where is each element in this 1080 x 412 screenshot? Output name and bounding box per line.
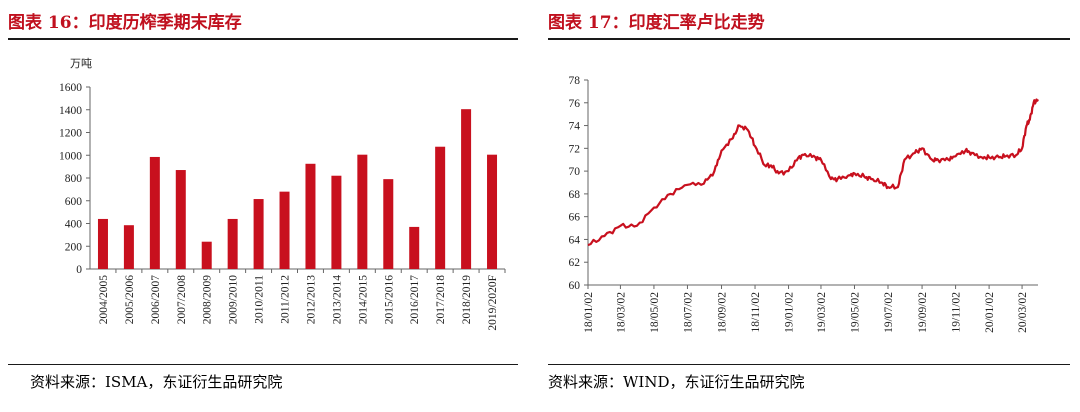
y-tick-label: 600 [65,196,83,208]
x-tick-label: 2016/2017 [409,275,421,324]
y-tick-label: 200 [65,241,83,253]
bar-2019/2020F [487,154,498,269]
x-tick-label: 2014/2015 [357,275,369,324]
bar-2014/2015 [357,154,368,269]
y-tick-label: 70 [569,166,581,178]
bar-2015/2016 [383,179,394,269]
bar-chart: 万吨 0 200 400 600 800 1000 1200 1400 1600 2004/2005… [59,57,506,331]
right-chart-title: 图表 17：印度汇率卢比走势 [548,13,765,33]
x-tick-label: 19/03/02 [816,292,828,333]
x-tick-label: 19/09/02 [917,292,929,333]
x-tick-label: 2008/2009 [202,275,214,324]
x-tick-label: 20/01/02 [984,292,996,333]
x-tick-label: 20/03/02 [1017,292,1029,333]
x-tick-label: 2015/2016 [383,275,395,324]
x-tick-label: 2006/2007 [150,275,162,324]
y-tick-label: 800 [65,173,83,185]
left-chart-title: 图表 16：印度历榨季期末库存 [8,13,242,33]
y-tick-label: 60 [569,280,581,292]
x-tick-label: 2018/2019 [461,275,473,324]
bar-2011/2012 [279,191,290,269]
bar-2006/2007 [149,156,160,269]
y-tick-label: 1400 [59,105,82,117]
x-tick-label: 2013/2014 [331,275,343,324]
right-source-rule [548,364,1070,365]
x-tick-label: 19/11/02 [951,292,963,333]
x-tick-label: 19/05/02 [849,292,861,333]
x-tick-label: 18/01/02 [583,292,595,333]
y-tick-label: 74 [569,121,581,133]
left-source-note: 资料来源：ISMA，东证衍生品研究院 [30,373,283,391]
left-source-rule [8,364,518,365]
bar-2008/2009 [201,241,212,269]
left-title-rule [8,38,518,40]
bar-2007/2008 [175,170,186,269]
bar-2009/2010 [227,218,238,269]
bar-2013/2014 [331,175,342,269]
bar-2012/2013 [305,163,316,269]
y-tick-label: 72 [569,143,581,155]
x-tick-label: 2017/2018 [435,275,447,324]
y-tick-label: 400 [65,219,83,231]
bar-2018/2019 [461,109,472,270]
x-tick-label: 2004/2005 [98,275,110,324]
x-tick-label: 2012/2013 [305,275,317,324]
x-tick-label: 18/05/02 [649,292,661,333]
right-title-rule [548,38,1070,40]
x-tick-label: 18/09/02 [717,292,729,333]
y-tick-label: 0 [76,264,82,276]
right-source-note: 资料来源：WIND，东证衍生品研究院 [548,373,805,391]
x-tick-label: 2019/2020F [487,275,499,331]
x-tick-label: 18/11/02 [750,292,762,333]
y-tick-label: 76 [569,98,581,110]
y-tick-label: 1200 [59,128,82,140]
y-tick-label: 64 [569,234,581,246]
y-tick-label: 68 [569,189,581,201]
bar-2004/2005 [97,218,108,269]
series-line-inr [587,98,1039,247]
y-tick-label: 78 [569,75,581,87]
y-axis-unit: 万吨 [70,57,92,70]
bar-2016/2017 [409,226,420,269]
bar-2005/2006 [123,225,134,269]
x-tick-label: 2011/2012 [280,275,292,324]
x-tick-label: 2010/2011 [254,275,266,324]
y-tick-label: 66 [569,212,581,224]
bar-2017/2018 [435,146,446,269]
line-chart: 60 62 64 66 68 70 72 74 76 78 18/01/02 18/03/02 18/0… [569,75,1039,333]
x-tick-label: 18/03/02 [615,292,627,333]
x-tick-label: 19/07/02 [883,292,895,333]
y-tick-label: 1000 [59,150,82,162]
x-tick-label: 18/07/02 [682,292,694,333]
y-tick-label: 1600 [59,82,82,94]
x-tick-label: 2007/2008 [176,275,188,324]
bar-2010/2011 [253,199,264,269]
x-tick-label: 2009/2010 [228,275,240,324]
y-tick-label: 62 [569,257,581,269]
x-tick-label: 19/01/02 [784,292,796,333]
x-tick-label: 2005/2006 [124,275,136,324]
